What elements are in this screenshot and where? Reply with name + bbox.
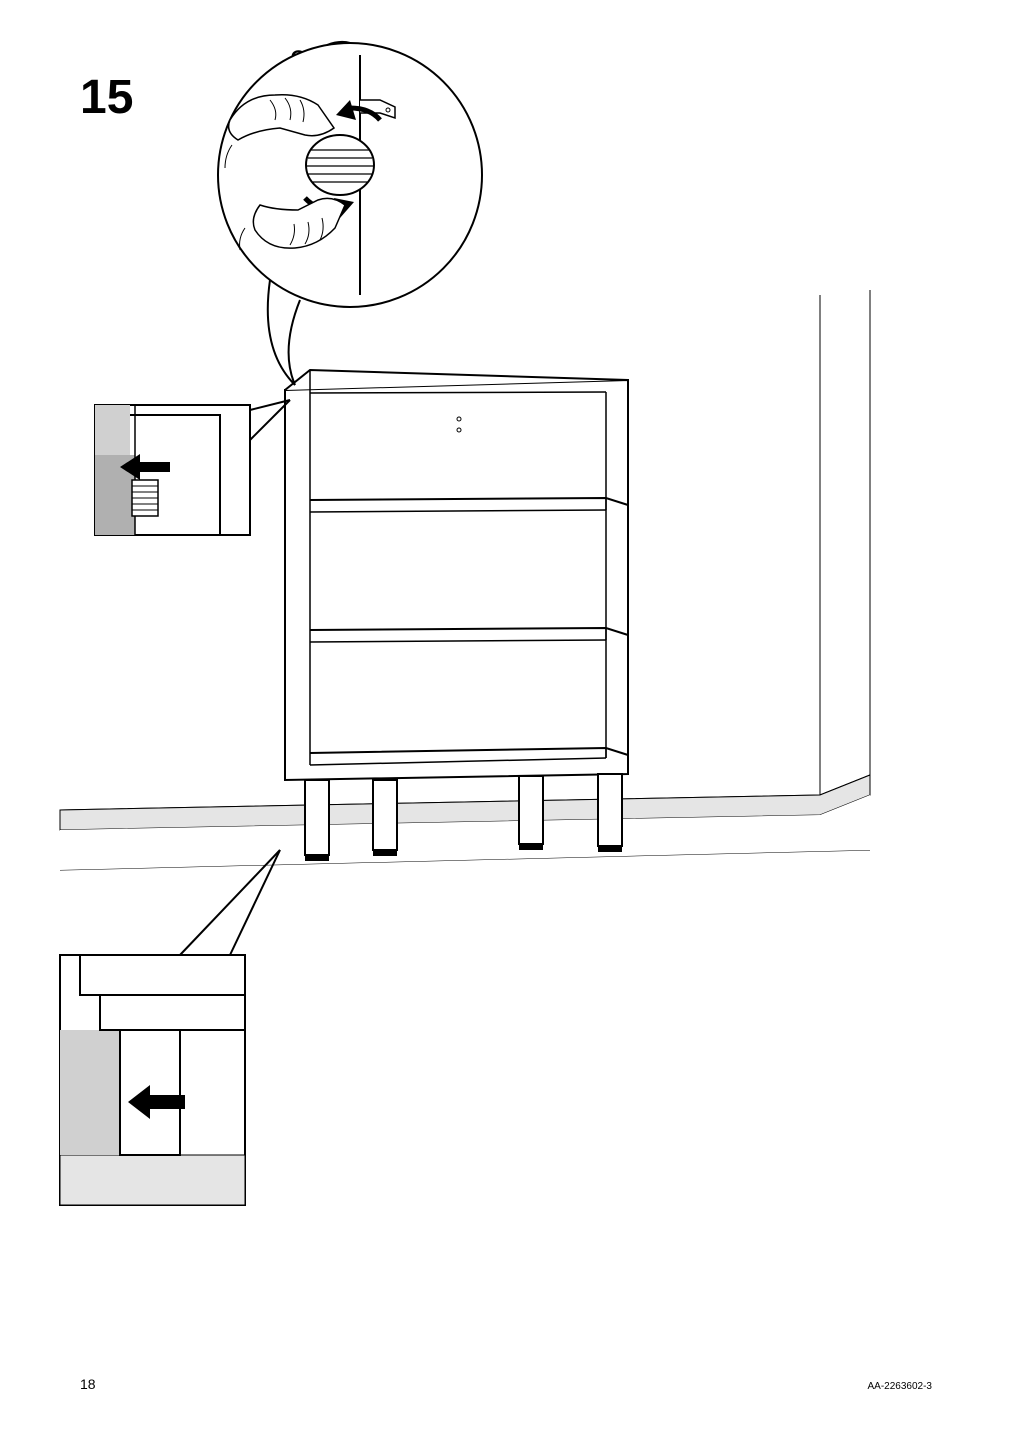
- detail-callout-hand: [218, 42, 482, 385]
- page-number: 18: [80, 1376, 96, 1392]
- instruction-page: 15 2x: [0, 0, 1012, 1432]
- document-code: AA-2263602-3: [868, 1381, 933, 1392]
- detail-callout-leg: [60, 850, 280, 1205]
- shelf-unit: [285, 370, 628, 861]
- assembly-diagram: [0, 0, 1012, 1432]
- detail-callout-back: [95, 400, 290, 535]
